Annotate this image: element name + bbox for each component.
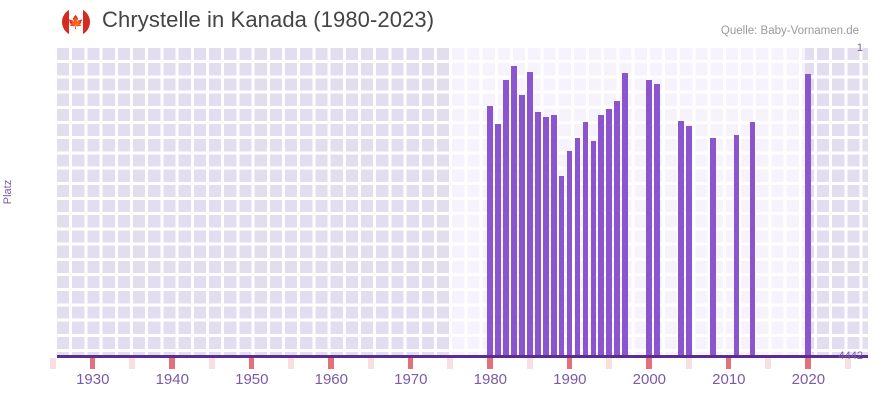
x-tick-1970	[407, 358, 414, 369]
bar-1992	[582, 121, 589, 356]
x-tick-label-2000: 2000	[632, 371, 667, 388]
x-tick-1935	[129, 358, 136, 369]
source-label: Quelle: Baby-Vornamen.de	[720, 25, 859, 37]
bar-2005	[685, 125, 692, 356]
bar-2013	[749, 122, 756, 356]
y-axis-title: Platz	[2, 179, 14, 205]
page-title: Chrystelle in Kanada (1980-2023)	[102, 7, 435, 32]
x-axis-line	[57, 355, 868, 358]
bar-1997	[622, 73, 629, 356]
x-tick-1985	[526, 358, 533, 369]
bar-1982	[503, 80, 509, 356]
x-tick-2015	[765, 358, 772, 369]
x-tick-label-1990: 1990	[553, 371, 587, 388]
bar-1990	[566, 151, 573, 356]
x-tick-label-2010: 2010	[712, 371, 746, 388]
x-tick-label-1960: 1960	[314, 371, 348, 388]
bar-2011	[733, 134, 740, 356]
x-tick-1930	[89, 358, 96, 369]
bar-2004	[677, 120, 684, 356]
bar-1987	[542, 116, 549, 356]
x-tick-label-2020: 2020	[791, 371, 826, 388]
x-tick-2020	[805, 358, 811, 369]
x-axis-ticks	[49, 358, 868, 369]
x-tick-label-1950: 1950	[235, 371, 269, 388]
bar-1994	[598, 114, 605, 356]
x-tick-1950	[248, 358, 255, 369]
y-tick-label-bottom: 4442	[838, 350, 863, 362]
x-tick-label-1980: 1980	[473, 371, 508, 388]
bar-2001	[654, 84, 660, 356]
bar-1993	[590, 141, 597, 356]
bar-1981	[495, 123, 501, 356]
x-tick-1960	[328, 358, 334, 369]
x-tick-1945	[208, 358, 215, 369]
x-tick-1995	[606, 358, 613, 369]
bar-1980	[487, 106, 493, 356]
x-tick-1965	[367, 358, 374, 369]
bar-1996	[614, 100, 621, 356]
chart-header: 🍁 Chrystelle in Kanada (1980-2023) Quell…	[0, 0, 873, 44]
x-tick-1955	[288, 358, 295, 369]
x-tick-1980	[487, 358, 493, 369]
x-tick-1925	[49, 358, 56, 369]
x-axis-labels: 1930 1940 1950 1960 1970 1980 1990 2000 2010 2020	[0, 371, 873, 395]
x-tick-label-1940: 1940	[155, 371, 189, 388]
bar-1989	[558, 175, 565, 356]
x-tick-2005	[685, 358, 692, 369]
x-tick-1990	[566, 358, 573, 369]
bar-2020	[805, 73, 811, 356]
x-tick-2010	[725, 358, 732, 369]
canada-flag-icon: 🍁	[62, 8, 90, 36]
x-tick-label-1970: 1970	[394, 371, 428, 388]
bar-1988	[550, 115, 557, 356]
bar-series	[57, 48, 868, 356]
x-tick-2000	[646, 358, 652, 369]
bar-1986	[534, 111, 541, 356]
x-tick-label-1930: 1930	[76, 371, 110, 388]
bar-1991	[574, 137, 581, 356]
bar-1995	[606, 109, 613, 356]
bar-1983	[511, 66, 517, 356]
x-tick-1975	[447, 358, 454, 369]
bar-1985	[526, 72, 533, 356]
y-tick-label-top: 1	[856, 42, 863, 54]
bar-2008	[709, 137, 716, 356]
bar-2000	[646, 80, 652, 356]
x-tick-2025	[844, 358, 851, 369]
bar-1984	[518, 95, 525, 356]
plot-area	[57, 48, 868, 356]
x-tick-1940	[169, 358, 175, 369]
